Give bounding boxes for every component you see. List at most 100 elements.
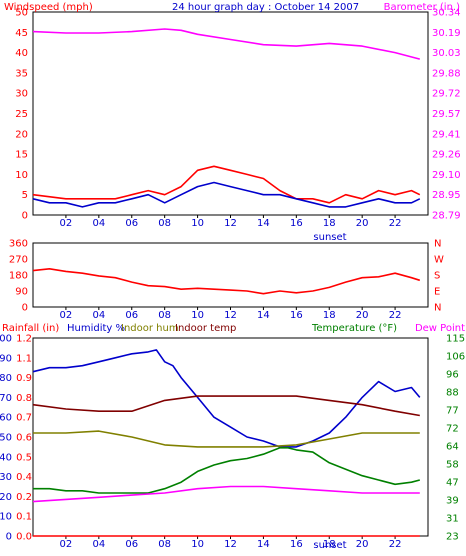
left-y-tick-label: 80 (0, 373, 12, 384)
right-y-tick-label: 88 (446, 388, 459, 399)
right-y-tick-label: N (434, 239, 441, 250)
wind-panel-frame (32, 11, 429, 216)
right-y-tick-label: 72 (446, 424, 459, 435)
right-y-tick-label: 29.10 (432, 170, 461, 181)
x-tick-label: 14 (257, 310, 270, 321)
legend-temperature: Temperature (°F) (311, 323, 397, 334)
series-dew_point-line (32, 485, 420, 503)
x-tick-label: 04 (92, 310, 105, 321)
x-tick-label: 02 (60, 218, 73, 229)
legend-indoor-hum: Indoor hum (121, 323, 179, 334)
left-y-tick-label: 25 (15, 109, 28, 120)
right-y-tick-label: W (434, 255, 444, 266)
legend-humidity: Humidity % (67, 323, 125, 334)
x-tick-label: 20 (356, 310, 369, 321)
left-y-tick-label: 360 (9, 239, 28, 250)
series-direction-line (32, 267, 421, 295)
x-tick-label: 10 (191, 539, 204, 550)
right-y-tick-label: 115 (446, 334, 465, 345)
left-y-tick-label: 15 (15, 150, 28, 161)
x-tick-label: 02 (60, 310, 73, 321)
x-tick-label: 06 (125, 310, 138, 321)
series-gust-line (32, 165, 421, 204)
left-y-tick-label: 20 (0, 492, 12, 503)
right-y-tick-label: 96 (446, 370, 459, 381)
right-y-tick-label: S (434, 271, 440, 282)
right-y-tick-label: 30.34 (432, 8, 461, 19)
x-tick-label: 12 (224, 218, 237, 229)
right-y-tick-label: 30.19 (432, 28, 461, 39)
left-y-tick-label: 10 (0, 512, 12, 523)
right-y-tick-label: 106 (446, 352, 465, 363)
x-tick-label: 08 (158, 218, 171, 229)
right-y-tick-label: N (434, 303, 441, 314)
left-y-tick-label: 5 (22, 190, 28, 201)
series-temperature-line (33, 446, 421, 494)
x-tick-label: 14 (257, 539, 270, 550)
right-y-tick-label: 30.03 (432, 48, 461, 59)
left-y-tick-label: 270 (9, 255, 28, 266)
x-tick-label: 16 (290, 539, 303, 550)
x-tick-label: 10 (191, 218, 204, 229)
right-y-tick-label: 29.72 (432, 89, 461, 100)
wind-panel-right-title: Barometer (in.) (384, 2, 460, 13)
x-tick-label: 16 (290, 310, 303, 321)
series-layer (32, 28, 421, 537)
left-y-tick-label: 45 (15, 28, 28, 39)
left-y-tick-label: 30 (15, 89, 28, 100)
left-y-tick-label: 0.8 (16, 393, 32, 404)
x-tick-label: 20 (356, 539, 369, 550)
left-y-tick-label: 1.2 (16, 334, 32, 345)
right-y-tick-label: 29.57 (432, 109, 461, 120)
direction-panel-frame (32, 242, 429, 308)
x-tick-label: 06 (125, 218, 138, 229)
left-y-tick-label: 90 (15, 287, 28, 298)
x-tick-label: 04 (92, 218, 105, 229)
x-tick-label: 18 (323, 310, 336, 321)
right-y-tick-label: 29.41 (432, 129, 461, 140)
right-y-tick-label: 29.88 (432, 68, 461, 79)
left-y-tick-label: 35 (15, 68, 28, 79)
weather-panel-frame (32, 337, 429, 537)
series-barometer-line (32, 28, 421, 60)
tick-layer: 02 04 06 08 10 12 14 16 18 20 22 0 5 10 15 20 25 30 35 40 45… (0, 8, 465, 551)
series-indoor_temp-line (32, 395, 420, 417)
x-tick-label: 22 (389, 310, 402, 321)
x-tick-label: 14 (257, 218, 270, 229)
left-y-tick-label: 0.7 (16, 413, 32, 424)
x-tick-label: 18 (323, 218, 336, 229)
left-y-tick-label: 60 (0, 413, 12, 424)
right-y-tick-label: E (434, 287, 440, 298)
left-y-tick-label: 0.6 (16, 433, 32, 444)
right-y-tick-label: 23 (446, 532, 459, 543)
x-tick-label: 22 (389, 539, 402, 550)
wind-panel-title: 24 hour graph day : October 14 2007 (172, 2, 359, 13)
left-y-tick-label: 20 (15, 129, 28, 140)
wind-panel-left-title: Windspeed (mph) (4, 2, 93, 13)
legend-dew-point: Dew Point (415, 323, 465, 334)
left-y-tick-label: 0 (6, 532, 12, 543)
x-tick-label: 06 (125, 539, 138, 550)
left-y-tick-label: 0.5 (16, 452, 32, 463)
left-y-tick-label: 40 (15, 48, 28, 59)
left-y-tick-label: 90 (0, 353, 12, 364)
left-y-tick-label: 0.2 (16, 492, 32, 503)
right-y-tick-label: 29.26 (432, 150, 461, 161)
right-y-tick-label: 58 (446, 460, 459, 471)
x-tick-label: 12 (224, 310, 237, 321)
right-y-tick-label: 28.95 (432, 190, 461, 201)
weather-panel-sunset-label: sunset (313, 540, 346, 551)
x-tick-label: 04 (92, 539, 105, 550)
series-wind-line (32, 181, 421, 208)
x-tick-label: 16 (290, 218, 303, 229)
left-y-tick-label: 50 (0, 433, 12, 444)
left-y-tick-label: 0 (22, 303, 28, 314)
right-y-tick-label: 47 (446, 478, 459, 489)
left-y-tick-label: 10 (15, 170, 28, 181)
left-y-tick-label: 40 (0, 452, 12, 463)
x-tick-label: 10 (191, 310, 204, 321)
right-y-tick-label: 39 (446, 496, 459, 507)
left-y-tick-label: 70 (0, 393, 12, 404)
